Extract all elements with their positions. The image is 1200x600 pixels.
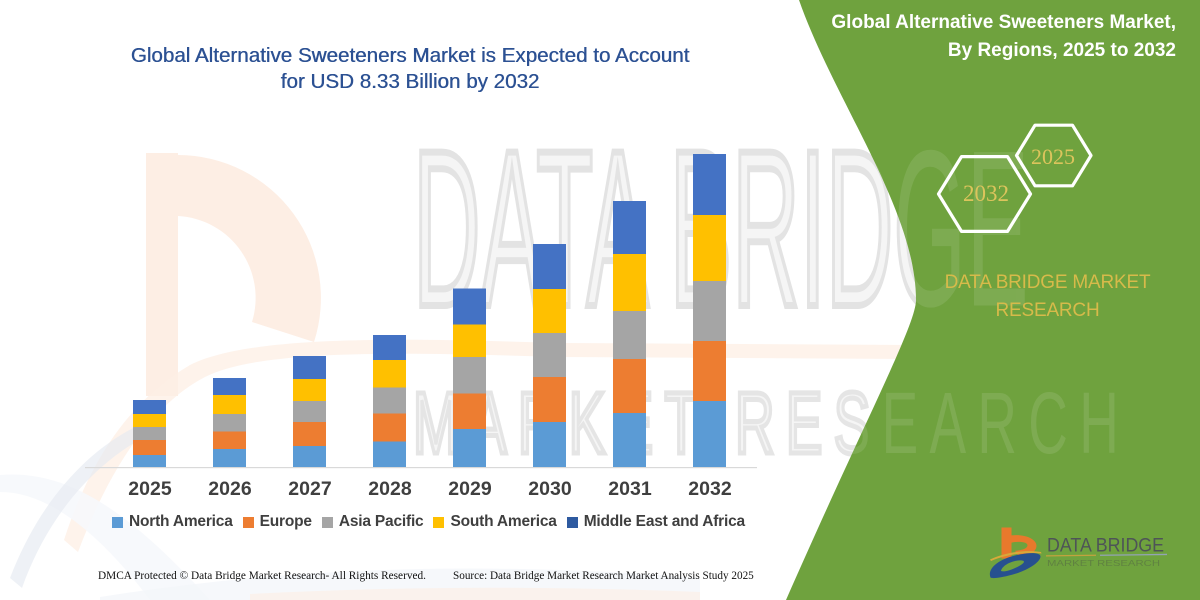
svg-text:DATA BRIDGE: DATA BRIDGE <box>1047 534 1164 556</box>
svg-text:MARKET RESEARCH: MARKET RESEARCH <box>1047 558 1160 568</box>
